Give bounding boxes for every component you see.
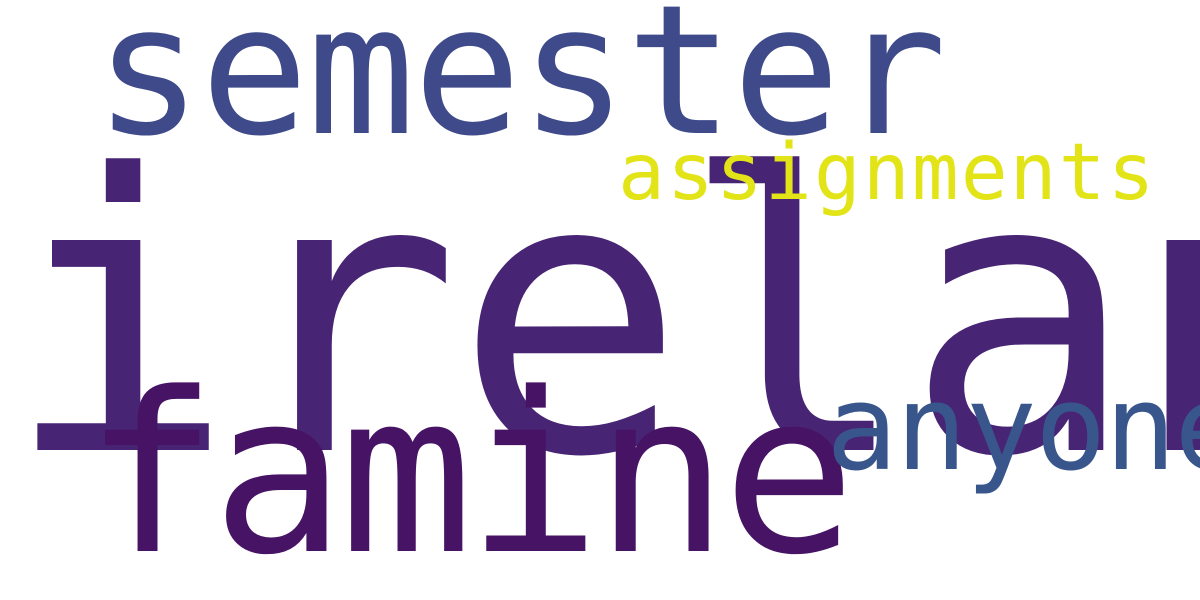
word-ireland: ireland [4, 94, 1200, 541]
word-assignments: assignments [618, 128, 1157, 218]
word-anyone: anyone [826, 360, 1200, 498]
word-semester: semester [94, 0, 947, 176]
word-famine: famine [84, 346, 856, 600]
